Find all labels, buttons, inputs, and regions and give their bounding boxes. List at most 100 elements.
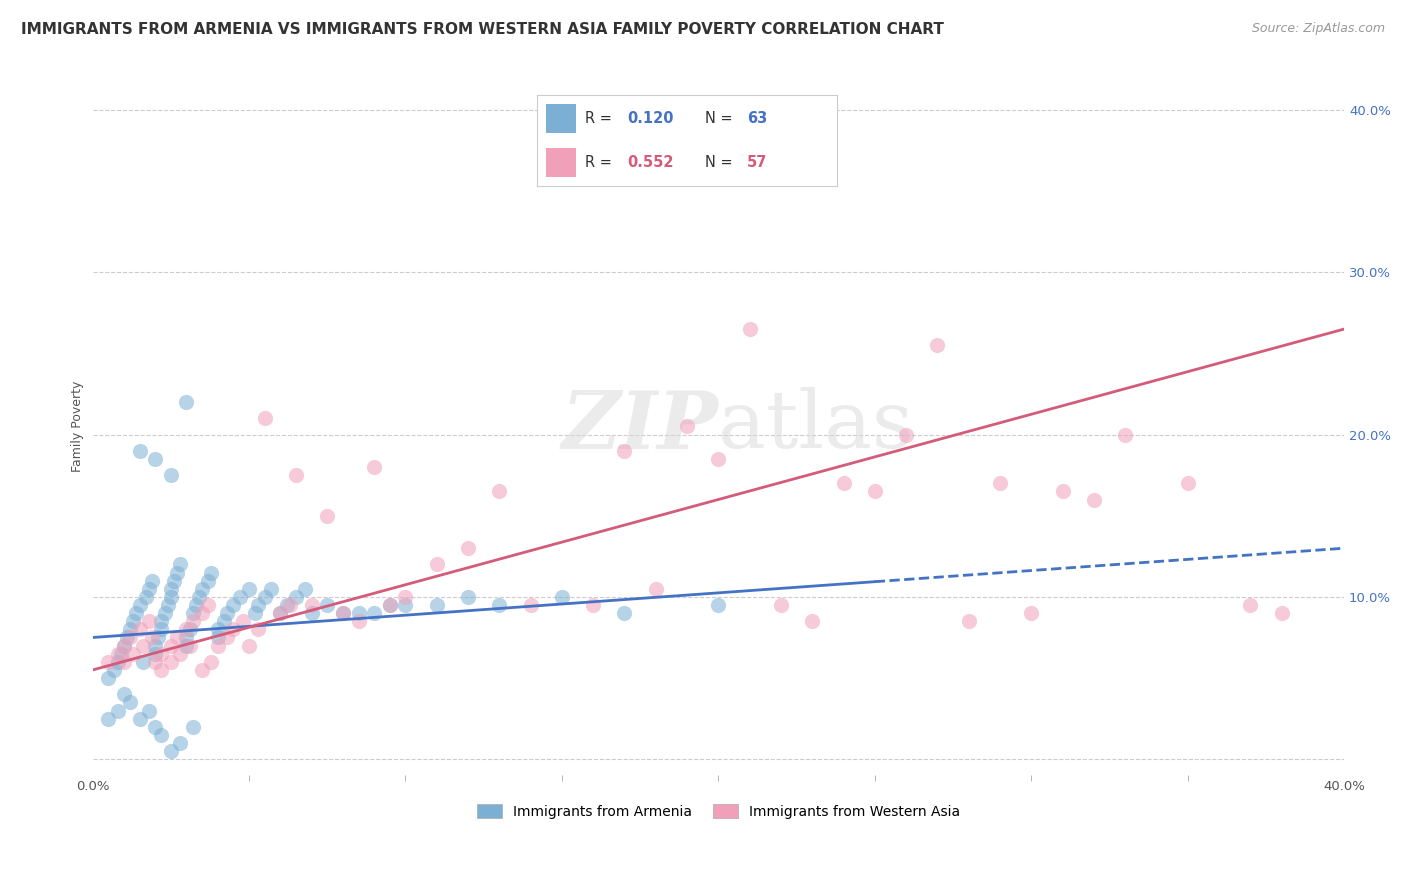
Point (159, 744, 181, 758)
Point (191, 582, 214, 596)
Point (169, 558, 191, 572)
Point (122, 647, 145, 661)
Point (378, 598, 401, 612)
Point (232, 614, 254, 628)
Point (676, 419, 699, 434)
Point (278, 598, 301, 612)
Point (159, 590, 181, 604)
Text: IMMIGRANTS FROM ARMENIA VS IMMIGRANTS FROM WESTERN ASIA FAMILY POVERTY CORRELATI: IMMIGRANTS FROM ARMENIA VS IMMIGRANTS FR… (21, 22, 943, 37)
Point (169, 736, 191, 750)
Point (519, 598, 541, 612)
Point (260, 582, 283, 596)
Point (1052, 484, 1074, 499)
Point (143, 639, 166, 653)
Point (188, 590, 211, 604)
Point (238, 582, 260, 596)
Point (112, 655, 135, 669)
Point (363, 460, 385, 475)
Point (181, 720, 204, 734)
Point (551, 590, 574, 604)
Point (238, 639, 260, 653)
Point (1270, 606, 1292, 620)
Point (1177, 476, 1199, 491)
Point (863, 484, 886, 499)
Y-axis label: Family Poverty: Family Poverty (72, 381, 84, 472)
Point (245, 606, 267, 620)
Point (181, 614, 204, 628)
Point (150, 647, 173, 661)
Point (644, 582, 666, 596)
Point (988, 476, 1011, 491)
Legend: Immigrants from Armenia, Immigrants from Western Asia: Immigrants from Armenia, Immigrants from… (471, 798, 966, 824)
Text: atlas: atlas (718, 387, 914, 466)
Point (112, 639, 135, 653)
Point (107, 655, 129, 669)
Point (613, 443, 636, 458)
Point (707, 451, 730, 466)
Point (707, 598, 730, 612)
Point (148, 631, 170, 645)
Point (141, 574, 163, 588)
Point (197, 598, 219, 612)
Point (294, 582, 316, 596)
Point (253, 411, 276, 425)
Point (613, 606, 636, 620)
Point (301, 598, 323, 612)
Point (97, 671, 120, 685)
Point (159, 655, 181, 669)
Point (120, 623, 142, 637)
Point (217, 631, 239, 645)
Point (166, 631, 188, 645)
Point (832, 476, 855, 491)
Point (97, 655, 120, 669)
Point (125, 606, 148, 620)
Point (128, 712, 150, 726)
Point (394, 598, 416, 612)
Point (191, 606, 214, 620)
Point (120, 695, 142, 709)
Point (801, 614, 824, 628)
Point (163, 574, 186, 588)
Point (316, 598, 339, 612)
Point (207, 623, 229, 637)
Point (176, 631, 198, 645)
Point (143, 647, 166, 661)
Point (122, 614, 145, 628)
Point (128, 598, 150, 612)
Point (582, 598, 605, 612)
Point (110, 647, 132, 661)
Point (176, 623, 198, 637)
Point (426, 598, 449, 612)
Point (738, 322, 761, 336)
Point (207, 631, 229, 645)
Point (347, 614, 370, 628)
Point (1083, 492, 1105, 507)
Point (347, 606, 370, 620)
Point (128, 623, 150, 637)
Point (269, 606, 291, 620)
Point (103, 663, 125, 677)
Point (488, 598, 510, 612)
Point (222, 623, 245, 637)
Point (1239, 598, 1261, 612)
Point (150, 623, 173, 637)
Point (551, 160, 574, 174)
Point (179, 623, 201, 637)
Point (200, 566, 222, 580)
Point (212, 614, 235, 628)
Point (284, 590, 307, 604)
Point (1114, 427, 1136, 442)
Point (138, 704, 160, 718)
Point (97, 712, 120, 726)
Point (143, 655, 166, 669)
Point (141, 631, 163, 645)
Point (135, 590, 157, 604)
Point (107, 647, 129, 661)
Text: Source: ZipAtlas.com: Source: ZipAtlas.com (1251, 22, 1385, 36)
Point (394, 590, 416, 604)
Point (176, 395, 198, 409)
Point (159, 639, 181, 653)
Point (115, 631, 138, 645)
Point (143, 451, 166, 466)
Point (181, 606, 204, 620)
